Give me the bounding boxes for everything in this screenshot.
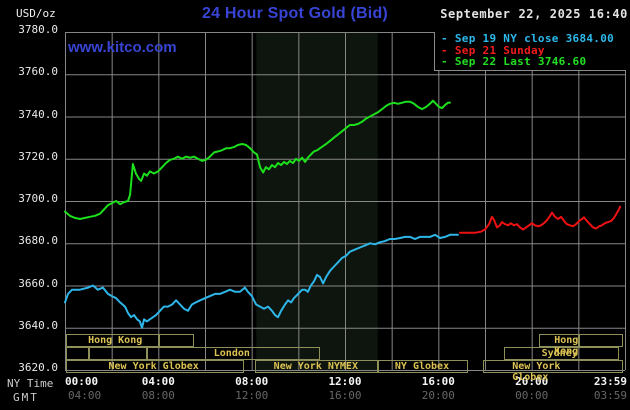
legend-item-sep19: - Sep 19 NY close 3684.00	[441, 32, 615, 45]
x-tick-label-gmt: 16:00	[328, 389, 362, 402]
x-axis-row-label-gmt: GMT	[13, 391, 39, 404]
session-label: Hong Kong	[88, 335, 143, 346]
session-label: New York NYMEX	[273, 361, 358, 372]
y-tick-label: 3640.0	[18, 318, 58, 332]
series-line-1	[459, 205, 622, 234]
x-tick-label-ny: 23:59	[593, 375, 627, 388]
session-label: London	[213, 348, 250, 359]
y-tick-label: 3680.0	[18, 234, 58, 248]
session-box	[146, 347, 321, 360]
session-label: New York Globex	[512, 361, 561, 383]
x-tick-label-ny: 12:00	[328, 375, 362, 388]
x-tick-label-gmt: 04:00	[68, 389, 102, 402]
session-label: NY Globex	[394, 361, 450, 372]
session-box	[503, 347, 619, 360]
x-tick-label-gmt: 03:59	[593, 389, 627, 402]
x-tick-label-ny: 04:00	[141, 375, 175, 388]
session-box	[377, 360, 469, 373]
session-box	[66, 360, 245, 373]
session-label: New York Globex	[108, 361, 199, 372]
legend: - Sep 19 NY close 3684.00 - Sep 21 Sunda…	[434, 32, 626, 71]
x-tick-label-ny: 20:00	[515, 375, 549, 388]
session-box	[482, 360, 624, 373]
x-tick-label-ny: 08:00	[235, 375, 269, 388]
y-tick-label: 3780.0	[18, 23, 58, 36]
series-line-2	[64, 99, 451, 220]
x-tick-label-ny: 16:00	[421, 375, 455, 388]
x-tick-label-ny: 00:00	[65, 375, 99, 388]
y-axis-units-label: USD/oz	[16, 7, 56, 20]
y-tick-label: 3760.0	[18, 65, 58, 79]
y-tick-label: 3700.0	[18, 192, 58, 205]
x-tick-label-gmt: 00:00	[515, 389, 549, 402]
session-box	[158, 334, 195, 347]
session-box	[66, 347, 91, 360]
session-box	[578, 334, 624, 347]
x-axis-row-label-ny-time: NY Time	[7, 377, 54, 390]
x-tick-label-gmt: 12:00	[235, 389, 269, 402]
session-box	[538, 334, 581, 347]
legend-item-sep22: - Sep 22 Last 3746.60	[441, 55, 587, 68]
y-tick-label: 3620.0	[18, 361, 58, 374]
nymex-session-shaded-band	[256, 32, 378, 373]
y-tick-label: 3740.0	[18, 107, 58, 121]
timestamp: September 22, 2025 16:40	[440, 7, 628, 21]
y-tick-label: 3660.0	[18, 276, 58, 290]
series-line-0	[64, 233, 459, 329]
session-box	[66, 334, 161, 347]
session-label: Hong Kong	[554, 335, 579, 357]
legend-item-sep21: - Sep 21 Sunday	[441, 43, 545, 57]
x-tick-label-gmt: 08:00	[141, 389, 175, 402]
y-tick-label: 3720.0	[18, 149, 58, 163]
page-title: 24 Hour Spot Gold (Bid)	[202, 5, 388, 22]
session-box	[88, 347, 148, 360]
kitco-link[interactable]: www.kitco.com	[68, 39, 177, 56]
x-tick-label-gmt: 20:00	[421, 389, 455, 402]
session-label: Sydney	[541, 348, 578, 359]
